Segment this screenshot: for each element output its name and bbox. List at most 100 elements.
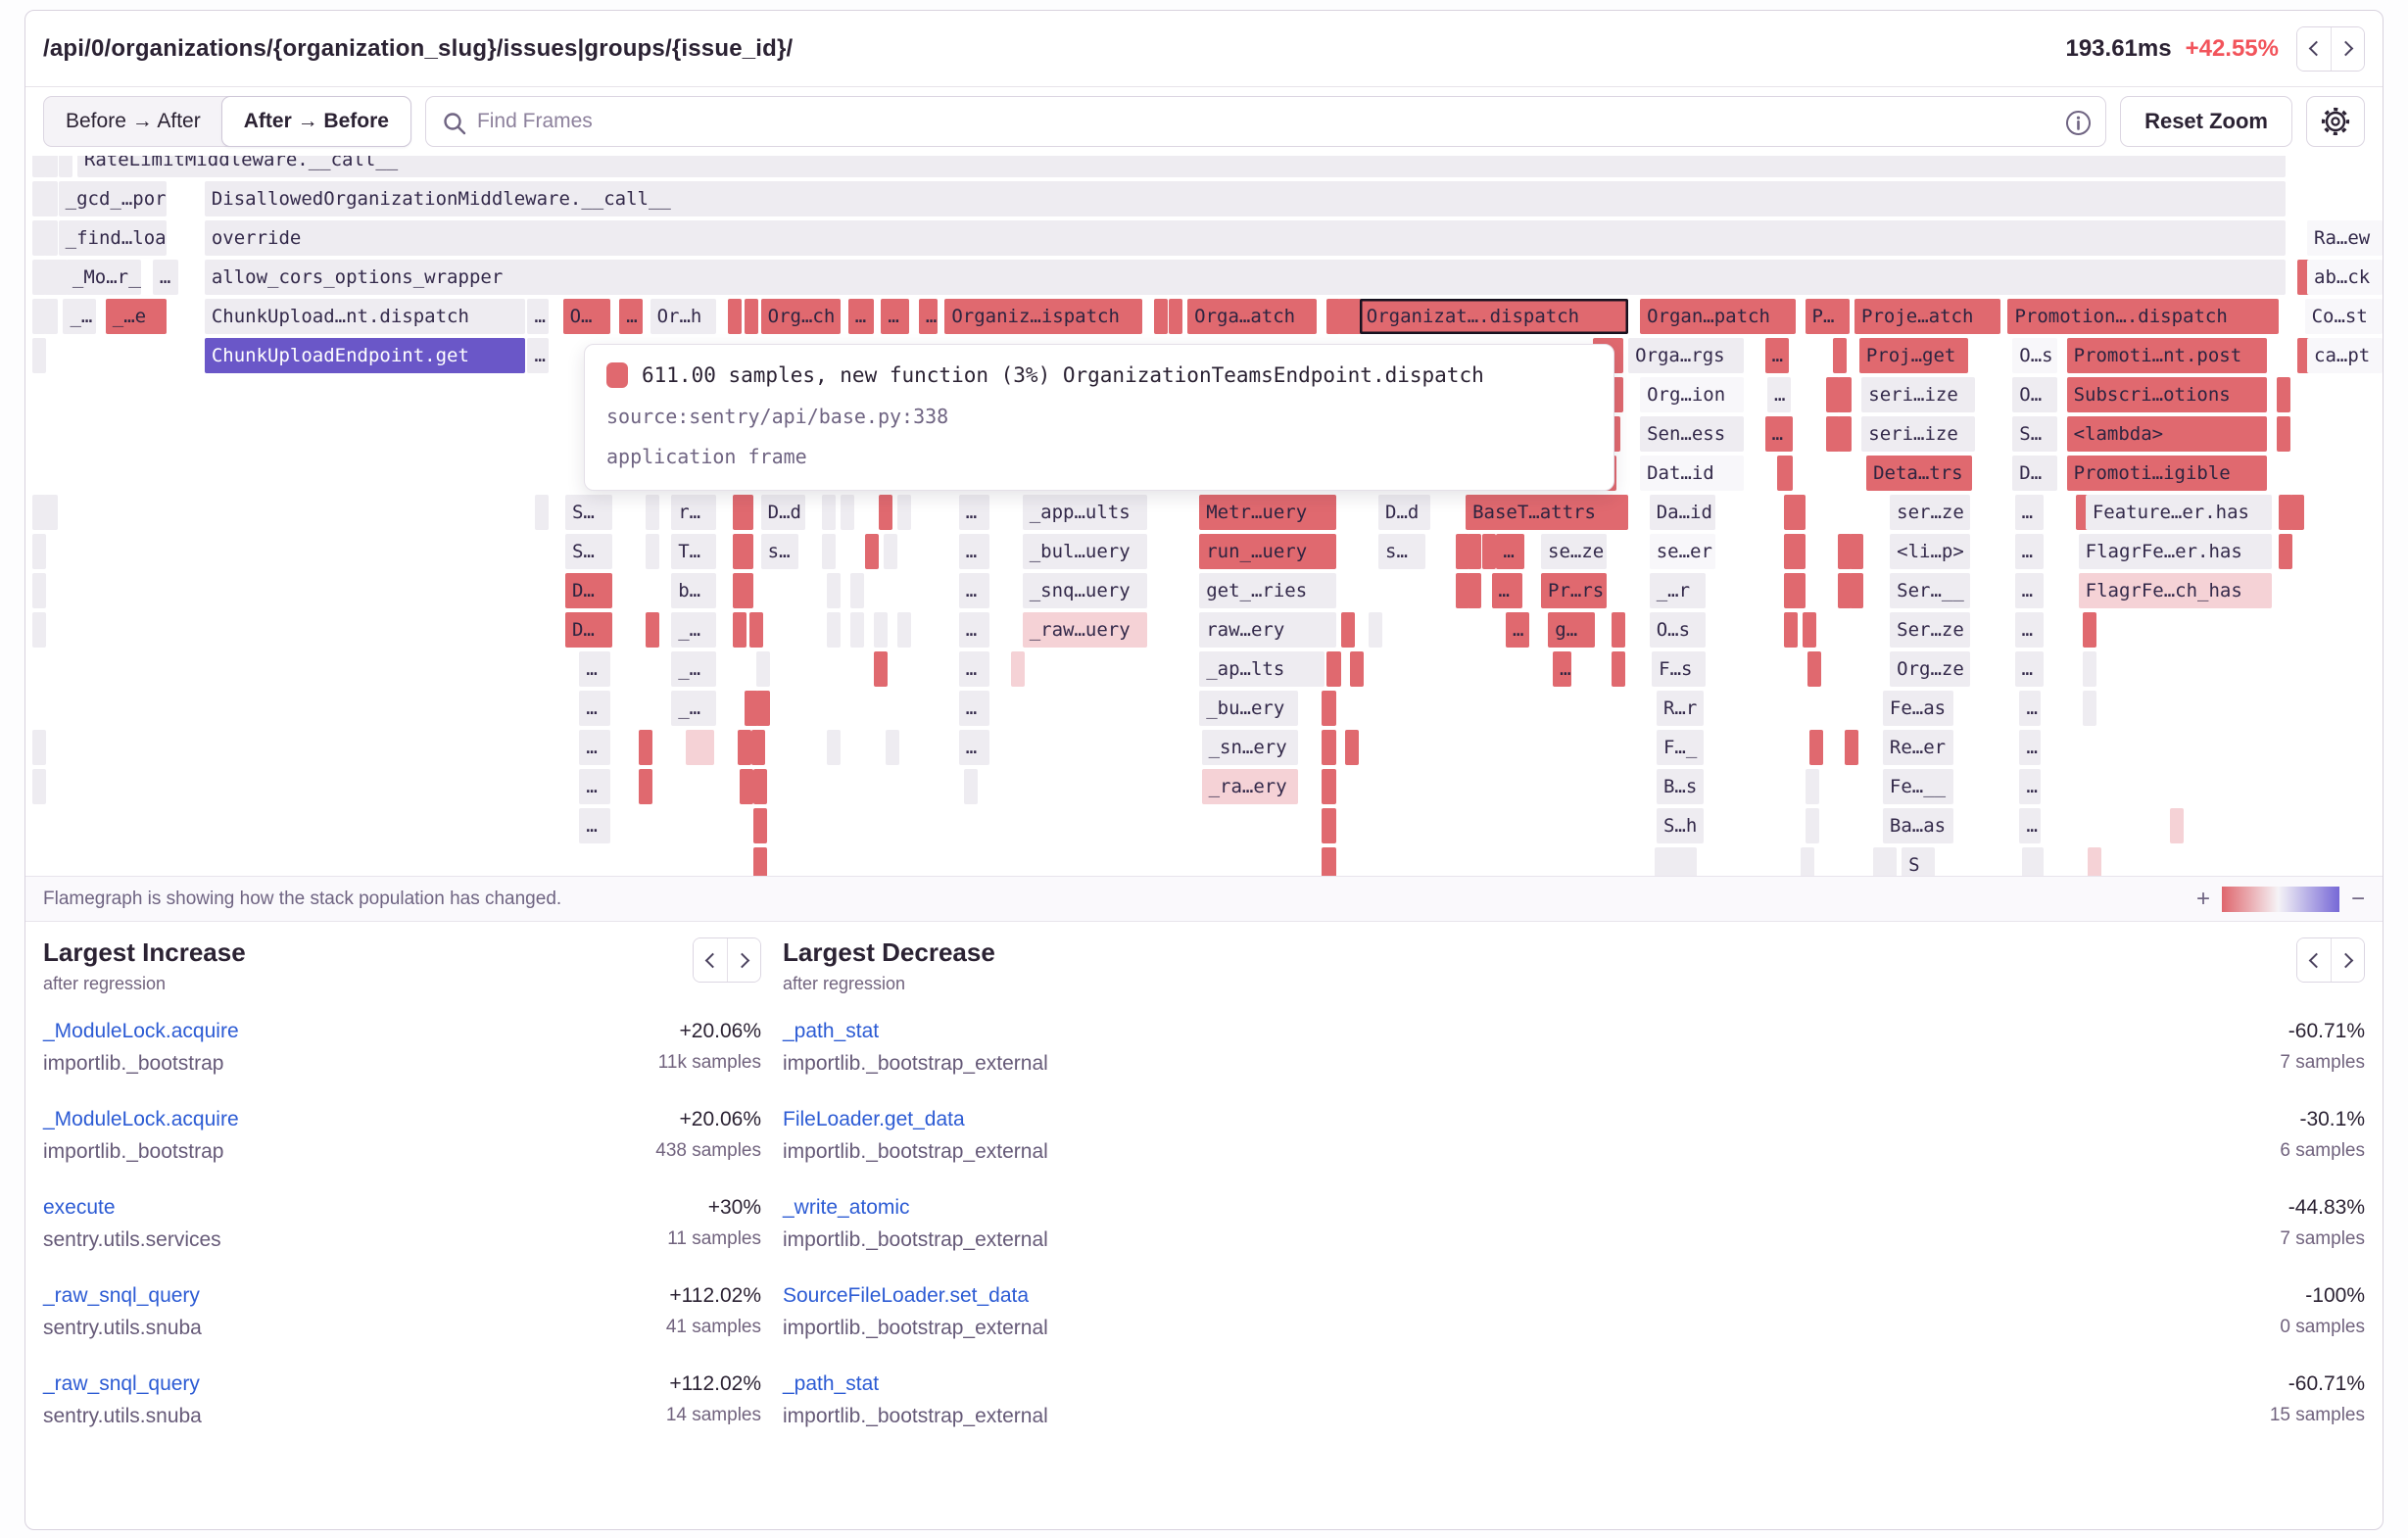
flame-block[interactable]: …	[918, 299, 939, 334]
flame-block[interactable]	[44, 181, 59, 216]
flame-block[interactable]: FlagrFe…er.has	[2078, 534, 2272, 569]
flame-block[interactable]	[2088, 847, 2102, 876]
flame-block[interactable]	[2083, 612, 2097, 648]
flame-block[interactable]: b…	[671, 573, 716, 608]
flame-block[interactable]	[2290, 495, 2305, 530]
flame-block[interactable]	[2276, 416, 2290, 452]
flame-block[interactable]: O…s	[1649, 612, 1707, 648]
flame-block[interactable]: D…	[564, 573, 613, 608]
flame-block[interactable]: se…er	[1649, 534, 1716, 569]
flame-block[interactable]	[2021, 847, 2044, 876]
flame-block[interactable]: _ra…ery	[1201, 769, 1299, 804]
flame-block[interactable]	[897, 612, 912, 648]
flame-block[interactable]	[732, 495, 754, 530]
flame-block[interactable]	[841, 495, 855, 530]
flame-block[interactable]: Subscri…otions	[2066, 377, 2268, 412]
flame-block[interactable]	[1456, 534, 1470, 569]
flame-block[interactable]	[32, 730, 47, 765]
flame-block[interactable]	[58, 156, 72, 177]
flame-block[interactable]: _…	[63, 299, 97, 334]
flame-block[interactable]	[32, 534, 47, 569]
flame-block[interactable]: …	[847, 299, 875, 334]
flame-block[interactable]: _…e	[105, 299, 168, 334]
flame-block[interactable]: O…	[2012, 377, 2057, 412]
flame-block[interactable]	[744, 299, 758, 334]
flame-block[interactable]: g…	[1548, 612, 1596, 648]
flame-block[interactable]: …	[619, 299, 644, 334]
flame-block[interactable]: Re…er	[1882, 730, 1954, 765]
flame-block[interactable]: F…_	[1656, 730, 1705, 765]
flame-block[interactable]	[2170, 808, 2185, 843]
flame-block[interactable]: Fe…as	[1882, 691, 1954, 726]
flame-block[interactable]: …	[2014, 651, 2044, 687]
flame-block[interactable]: Dat…id	[1640, 456, 1744, 491]
flame-block[interactable]	[1612, 612, 1626, 648]
flame-block[interactable]: _snq…uery	[1022, 573, 1148, 608]
flame-block[interactable]: …	[881, 299, 910, 334]
flame-block[interactable]	[1345, 730, 1360, 765]
flamegraph-canvas[interactable]: S… S…h Ba…as…… _ra…ery B…s Fe…__……… _sn…ery F…_…	[25, 156, 2383, 876]
flame-block[interactable]: …	[2014, 612, 2044, 648]
flame-block[interactable]	[732, 612, 746, 648]
flame-block[interactable]: RateLimitMiddleware.__call__	[76, 156, 2287, 177]
flame-block[interactable]	[2279, 534, 2293, 569]
flame-block[interactable]: Metr…uery	[1199, 495, 1336, 530]
flame-block[interactable]	[1833, 338, 1848, 373]
flame-block[interactable]	[1838, 573, 1853, 608]
flame-block[interactable]	[755, 691, 770, 726]
flame-block[interactable]: …	[579, 730, 610, 765]
flame-block[interactable]: Orga…rgs	[1628, 338, 1744, 373]
flame-block[interactable]: …	[1767, 377, 1792, 412]
flame-block[interactable]	[1326, 299, 1341, 334]
flame-block[interactable]: Or…h	[650, 299, 716, 334]
flame-block[interactable]: <li…p>	[1890, 534, 1970, 569]
flame-block[interactable]	[727, 299, 742, 334]
flame-block[interactable]: raw…ery	[1199, 612, 1336, 648]
flame-block[interactable]: …	[579, 808, 610, 843]
flame-block[interactable]: S	[1902, 847, 1935, 876]
flame-block[interactable]: _…r	[1649, 573, 1707, 608]
function-link[interactable]: _ModuleLock.acquire	[43, 1108, 239, 1130]
flame-block[interactable]: …	[2014, 573, 2044, 608]
function-link[interactable]: _path_stat	[783, 1020, 880, 1042]
flame-block[interactable]: …	[1505, 612, 1529, 648]
flame-block[interactable]: Da…id	[1649, 495, 1716, 530]
flame-block[interactable]	[32, 495, 47, 530]
find-frames-input[interactable]: Find Frames	[424, 96, 2107, 147]
flame-block[interactable]	[827, 612, 842, 648]
flame-block[interactable]: _raw…uery	[1022, 612, 1148, 648]
flame-block[interactable]	[1783, 495, 1806, 530]
flame-block[interactable]: Promotion….dispatch	[2007, 299, 2280, 334]
flame-block[interactable]: s…	[760, 534, 799, 569]
function-link[interactable]: _write_atomic	[783, 1196, 910, 1219]
flame-block[interactable]: s…	[1378, 534, 1426, 569]
flame-block[interactable]: _find…load	[58, 220, 168, 256]
flame-block[interactable]	[1322, 769, 1336, 804]
flame-block[interactable]	[1805, 808, 1819, 843]
flame-block[interactable]: …	[2014, 534, 2044, 569]
function-link[interactable]: _raw_snql_query	[43, 1284, 200, 1307]
flame-block[interactable]	[897, 495, 912, 530]
flame-block[interactable]: seri…ize	[1861, 416, 1975, 452]
flame-block[interactable]: allow_cors_options_wrapper	[204, 260, 2287, 295]
flame-block[interactable]	[1322, 847, 1336, 876]
flame-block[interactable]: Org…ion	[1640, 377, 1744, 412]
flame-block[interactable]	[822, 495, 837, 530]
flame-block[interactable]	[864, 534, 879, 569]
flame-block[interactable]: Feature…er.has	[2085, 495, 2272, 530]
before-after-button[interactable]: Before → After	[66, 110, 201, 132]
flame-block[interactable]	[1612, 651, 1626, 687]
flame-block[interactable]	[737, 730, 751, 765]
flame-block[interactable]: D…	[564, 612, 613, 648]
settings-button[interactable]	[2306, 96, 2365, 147]
after-before-button[interactable]: After → Before	[220, 96, 411, 147]
flame-block[interactable]: …	[527, 338, 550, 373]
flame-block[interactable]	[1154, 299, 1169, 334]
flame-block[interactable]: …	[579, 691, 610, 726]
reset-zoom-button[interactable]: Reset Zoom	[2120, 96, 2292, 147]
flame-block[interactable]	[32, 220, 47, 256]
flame-block[interactable]	[1350, 651, 1365, 687]
increase-next-button[interactable]	[727, 938, 760, 982]
flame-block[interactable]: _ap…lts	[1199, 651, 1324, 687]
flame-block[interactable]	[44, 156, 59, 177]
